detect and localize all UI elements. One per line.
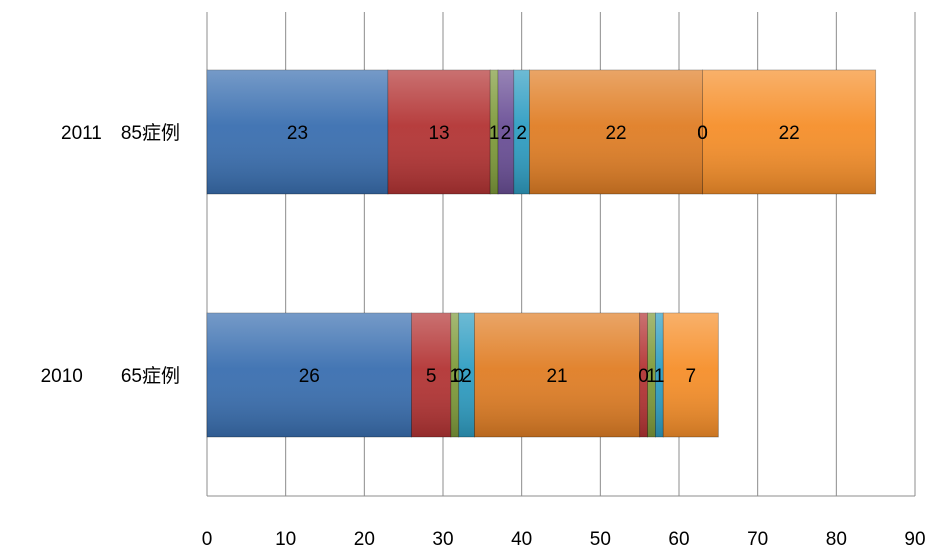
category-label-0: 2011 85症例 (61, 122, 180, 144)
bar-shading-0-9 (702, 70, 876, 194)
bar-shading-1-5 (474, 313, 640, 437)
x-axis-tick-labels: 0 10 20 30 40 50 60 70 80 90 (202, 529, 926, 550)
category-labels: 2011 85症例 2010 65症例 (41, 122, 180, 387)
data-label-1-0: 26 (299, 366, 320, 387)
x-tick-label-6: 60 (668, 529, 689, 550)
data-label-1-9: 7 (686, 366, 697, 387)
bar-shading-0-5 (529, 70, 703, 194)
bar-shading-1-2 (450, 313, 459, 437)
bars (206, 69, 877, 438)
data-label-0-3: 2 (501, 123, 512, 144)
bar-shading-0-4 (513, 70, 530, 194)
bar-shading-1-4 (458, 313, 475, 437)
x-tick-label-9: 90 (904, 529, 925, 550)
bar-shading-1-8 (655, 313, 664, 437)
x-tick-label-4: 40 (511, 529, 532, 550)
data-label-0-4: 2 (516, 123, 527, 144)
bar-shading-1-7 (647, 313, 656, 437)
data-label-0-7: 0 (697, 123, 708, 144)
bar-shading-0-0 (207, 70, 388, 194)
x-tick-label-7: 70 (747, 529, 768, 550)
bar-shading-1-1 (411, 313, 451, 437)
x-tick-label-8: 80 (826, 529, 847, 550)
bar-shading-0-1 (387, 70, 491, 194)
data-label-0-6: 0 (697, 123, 708, 144)
data-label-1-1: 5 (426, 366, 437, 387)
data-label-1-5: 21 (546, 366, 567, 387)
x-tick-label-0: 0 (202, 529, 213, 550)
data-label-1-7: 1 (646, 366, 657, 387)
data-label-1-8: 1 (654, 366, 665, 387)
x-tick-label-1: 10 (275, 529, 296, 550)
data-label-0-5: 22 (605, 123, 626, 144)
bar-shading-1-6 (639, 313, 648, 437)
bar-shading-0-2 (490, 70, 499, 194)
category-label-1: 2010 65症例 (41, 365, 180, 387)
data-label-1-2: 1 (450, 366, 461, 387)
bar-shading-1-0 (207, 313, 412, 437)
data-label-1-6: 0 (638, 366, 649, 387)
data-label-0-2: 1 (489, 123, 500, 144)
data-label-0-9: 22 (779, 123, 800, 144)
x-tick-label-2: 20 (354, 529, 375, 550)
x-tick-label-3: 30 (432, 529, 453, 550)
bar-shading-1-9 (663, 313, 719, 437)
bar-shading-0-3 (498, 70, 514, 194)
x-tick-label-5: 50 (590, 529, 611, 550)
data-label-1-4: 2 (461, 366, 472, 387)
data-label-0-0: 23 (287, 123, 308, 144)
data-label-1-3: 0 (453, 366, 464, 387)
data-label-0-1: 13 (428, 123, 449, 144)
